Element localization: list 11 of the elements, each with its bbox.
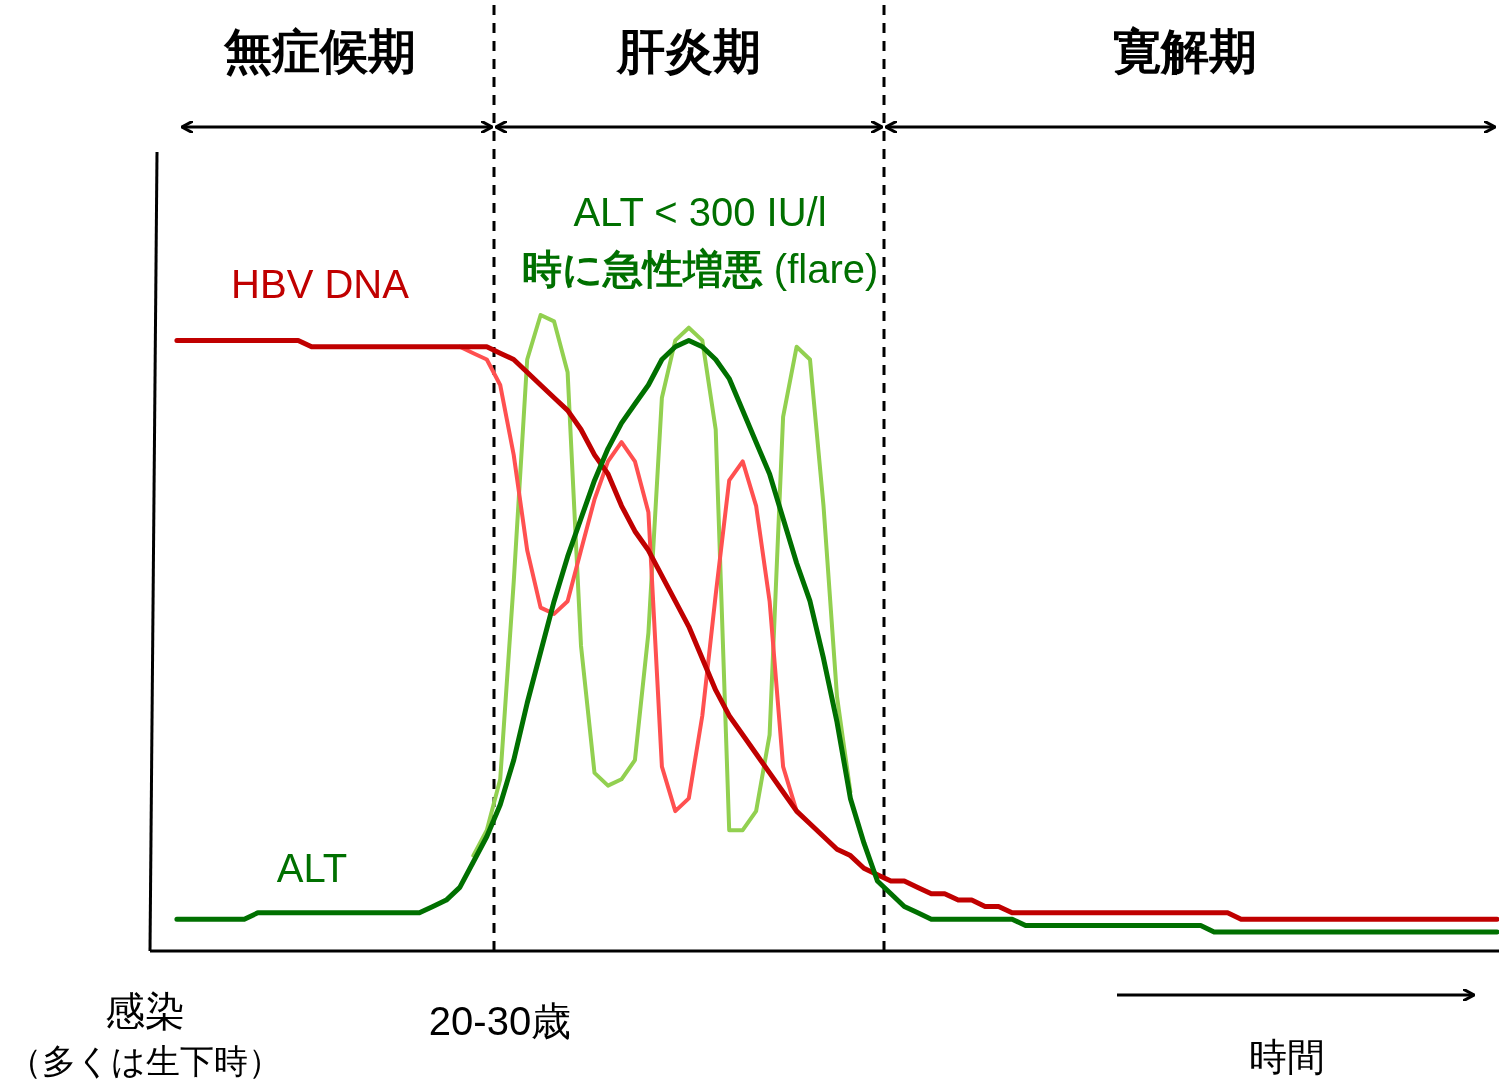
x-axis-title: 時間 [1249, 1036, 1325, 1078]
text: 肝炎期 [616, 25, 761, 78]
text: 感染 [105, 989, 185, 1033]
text: ALT < 300 IU/l [573, 190, 827, 234]
text: （多くは生下時） [8, 1042, 282, 1080]
series-label: ALT [276, 846, 348, 890]
text: 20-30歳 [428, 999, 572, 1043]
text: 無症候期 [223, 25, 416, 78]
series-label: HBV DNA [231, 262, 410, 306]
text: 寛解期 [1113, 25, 1257, 78]
text: 時に急性増悪 (flare) [521, 247, 879, 291]
